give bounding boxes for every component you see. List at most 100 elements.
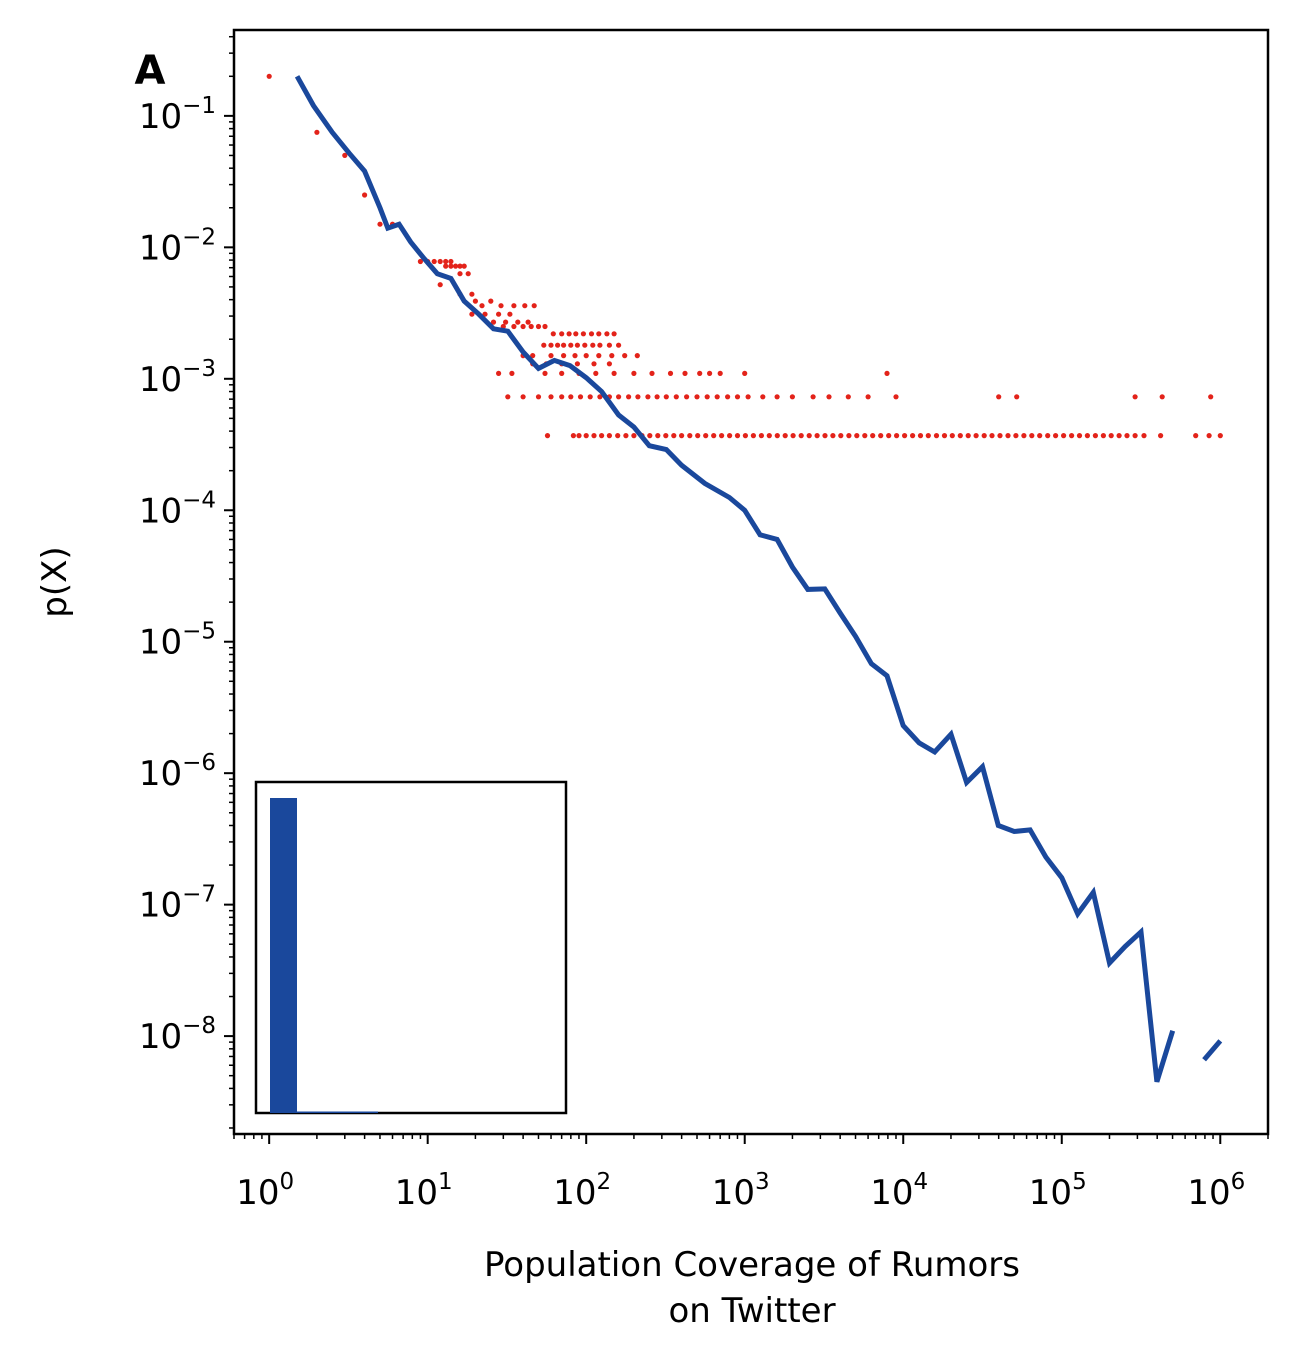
plot-frame — [232, 28, 1270, 1136]
scatter-point — [846, 433, 852, 439]
scatter-point — [511, 303, 517, 309]
y-tick-label: 10−8 — [139, 1013, 216, 1057]
scatter-point — [694, 394, 700, 400]
scatter-point — [902, 433, 908, 439]
scatter-point — [893, 394, 899, 400]
scatter-point — [541, 342, 547, 348]
scatter-point — [548, 394, 554, 400]
scatter-point — [933, 433, 940, 439]
scatter-point — [582, 342, 588, 348]
x-axis-label-line1: Population Coverage of Rumors — [484, 1245, 1020, 1285]
scatter-point — [1124, 433, 1130, 439]
scatter-point — [725, 394, 731, 400]
scatter-point — [965, 433, 971, 439]
scatter-point — [806, 433, 812, 439]
scatter-point — [314, 129, 320, 135]
line-series — [294, 75, 1223, 1083]
scatter-point — [496, 370, 502, 376]
scatter-point — [1092, 433, 1098, 439]
scatter-point — [789, 394, 796, 400]
scatter-point — [561, 353, 567, 359]
x-axis: 100 101 102 103 104 105 106 — [233, 1134, 1269, 1213]
scatter-point — [996, 394, 1002, 400]
scatter-point — [838, 433, 844, 439]
scatter-point — [559, 331, 565, 337]
scatter-point — [1208, 394, 1214, 400]
scatter-point — [611, 370, 617, 376]
scatter-point — [568, 394, 574, 400]
scatter-point — [707, 370, 713, 376]
scatter-point — [535, 323, 542, 330]
scatter-point — [750, 433, 757, 439]
scatter-point — [1116, 433, 1122, 439]
scatter-point — [774, 433, 780, 439]
scatter-point — [635, 394, 641, 400]
scatter-point — [591, 361, 597, 367]
scatter-point — [717, 370, 723, 376]
inset-bar — [297, 1111, 324, 1113]
scatter-point — [862, 433, 868, 439]
inset-bar — [324, 1111, 351, 1113]
scatter-point — [443, 258, 449, 265]
scatter-point — [1132, 433, 1138, 439]
scatter-point — [734, 433, 741, 439]
scatter-point — [583, 353, 589, 359]
scatter-point — [574, 342, 581, 348]
scatter-point — [742, 433, 749, 439]
scatter-point — [448, 263, 454, 269]
x-tick-label: 106 — [1187, 1169, 1245, 1213]
scatter-point — [593, 370, 599, 376]
inset-histogram — [254, 780, 568, 1115]
scatter-point — [1076, 433, 1083, 439]
scatter-point — [663, 433, 669, 439]
scatter-point — [596, 331, 602, 337]
scatter-point — [997, 433, 1003, 439]
scatter-point — [682, 370, 688, 376]
scatter-point — [626, 394, 632, 400]
scatter-point — [760, 394, 766, 400]
scatter-point — [609, 353, 615, 359]
scatter-point — [684, 394, 690, 400]
scatter-point — [957, 433, 963, 439]
scatter-point — [587, 394, 593, 400]
scatter-point — [790, 433, 796, 439]
scatter-point — [981, 433, 987, 439]
y-tick-label: 10−6 — [139, 750, 216, 794]
scatter-point — [566, 331, 572, 337]
scatter-point — [822, 433, 828, 439]
scatter-point — [544, 433, 551, 439]
y-tick-label: 10−4 — [139, 487, 216, 531]
scatter-point — [507, 311, 513, 317]
scatter-point — [591, 433, 597, 439]
scatter-point — [766, 433, 772, 439]
scatter-point — [550, 331, 556, 337]
scatter-point — [457, 263, 463, 269]
x-tick-label: 103 — [712, 1169, 770, 1213]
scatter-point — [878, 433, 884, 439]
scatter-point — [719, 433, 725, 439]
scatter-point — [714, 394, 720, 400]
scatter-point — [606, 433, 613, 439]
scatter-point — [604, 331, 610, 337]
scatter-point — [488, 298, 494, 304]
scatter-point — [417, 258, 423, 265]
scatter-point — [437, 282, 443, 288]
x-tick-label: 100 — [236, 1169, 294, 1213]
scatter-point — [555, 342, 561, 348]
scatter-point — [687, 433, 693, 439]
scatter-point — [574, 361, 581, 367]
scatter-point — [704, 394, 710, 400]
scatter-point — [1206, 433, 1212, 439]
inset-frame — [254, 780, 568, 1115]
scatter-point — [1069, 433, 1075, 439]
scatter-point — [1014, 394, 1020, 400]
y-tick-label: 10−1 — [139, 93, 216, 137]
scatter-point — [884, 370, 890, 376]
scatter-point — [1005, 433, 1011, 439]
scatter-point — [1029, 433, 1035, 439]
scatter-point — [588, 331, 595, 337]
scatter-point — [894, 433, 900, 439]
scatter-point — [647, 433, 653, 439]
scatter-point — [525, 319, 531, 325]
